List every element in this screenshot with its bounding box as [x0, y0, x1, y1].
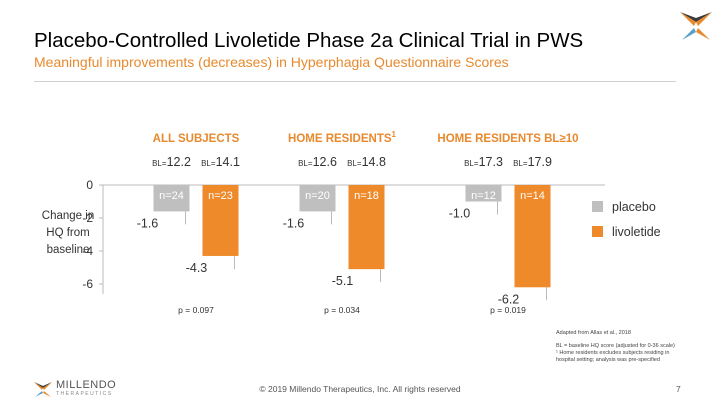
y-axis-label: HQ from: [46, 227, 89, 239]
brand-name: MILLENDO: [56, 379, 117, 391]
legend-swatch-livoletide: [592, 226, 603, 237]
bl-livoletide-label: BL=14.8: [347, 155, 386, 169]
y-tick-label: -4: [82, 244, 93, 258]
bl-value: 14.1: [216, 155, 240, 169]
bl-prefix: BL=: [298, 159, 313, 168]
slide-subtitle: Meaningful improvements (decreases) in H…: [34, 54, 509, 70]
livoletide-value-label: -5.1: [332, 274, 354, 288]
bl-placebo-label: BL=12.6: [298, 155, 337, 169]
bl-placebo-label: BL=17.3: [464, 155, 503, 169]
bl-value: 14.8: [362, 155, 386, 169]
group-title: HOME RESIDENTS BL≥10: [437, 133, 578, 145]
footnote-source: Adapted from Allas et al., 2018: [556, 330, 631, 336]
placebo-value-label: -1.6: [137, 216, 159, 230]
bl-value: 17.3: [479, 155, 503, 169]
copyright: © 2019 Millendo Therapeutics, Inc. All r…: [259, 384, 461, 394]
bl-prefix: BL=: [513, 159, 528, 168]
footnote-home-2: hospital setting; analysis was pre-speci…: [556, 357, 660, 363]
bl-livoletide-label: BL=17.9: [513, 155, 552, 169]
placebo-bar: [465, 185, 502, 202]
placebo-bar: [153, 185, 190, 212]
bl-livoletide-label: BL=14.1: [201, 155, 240, 169]
bl-prefix: BL=: [347, 159, 362, 168]
millendo-logo-icon: [680, 12, 712, 40]
placebo-value-label: -1.0: [449, 207, 471, 221]
placebo-bar: [299, 185, 336, 212]
livoletide-n-label: n=14: [520, 190, 545, 202]
footnote-bl: BL = baseline HQ score (adjusted for 0-3…: [556, 343, 675, 349]
p-value-label: p = 0.019: [490, 305, 526, 315]
bl-prefix: BL=: [152, 159, 167, 168]
placebo-n-label: n=12: [471, 190, 496, 202]
livoletide-bar: [348, 185, 385, 270]
bl-value: 12.2: [167, 155, 191, 169]
placebo-n-label: n=20: [305, 190, 330, 202]
legend-swatch-placebo: [592, 201, 603, 212]
footnote-home-1: ¹ Home residents excludes subjects resid…: [556, 350, 670, 356]
p-value-label: p = 0.034: [324, 305, 360, 315]
page-number: 7: [676, 384, 681, 394]
bl-prefix: BL=: [464, 159, 479, 168]
placebo-n-label: n=24: [159, 190, 184, 202]
y-axis-label: baseline: [47, 244, 90, 256]
livoletide-bar: [514, 185, 551, 288]
livoletide-n-label: n=18: [354, 190, 379, 202]
bl-placebo-label: BL=12.2: [152, 155, 191, 169]
placebo-value-label: -1.6: [283, 216, 305, 230]
y-axis-label: Change in: [42, 210, 94, 222]
y-tick-label: -6: [82, 277, 93, 291]
livoletide-value-label: -4.3: [186, 261, 208, 275]
bl-prefix: BL=: [201, 159, 216, 168]
legend-label-livoletide: livoletide: [612, 225, 661, 239]
livoletide-value-label: -6.2: [498, 292, 520, 306]
group-title-superscript: 1: [392, 130, 397, 139]
livoletide-bar: [202, 185, 239, 256]
p-value-label: p = 0.097: [178, 305, 214, 315]
group-title: ALL SUBJECTS: [153, 133, 240, 145]
bl-value: 17.9: [528, 155, 552, 169]
bl-value: 12.6: [313, 155, 337, 169]
livoletide-n-label: n=23: [208, 190, 233, 202]
y-tick-label: -2: [82, 211, 93, 225]
legend-label-placebo: placebo: [612, 200, 656, 214]
brand-subname: THERAPEUTICS: [56, 391, 113, 397]
y-tick-label: 0: [86, 178, 93, 192]
group-title: HOME RESIDENTS1: [288, 130, 397, 145]
slide-title: Placebo-Controlled Livoletide Phase 2a C…: [34, 29, 584, 52]
brand-logo-icon: [34, 382, 52, 397]
title-divider: [34, 81, 676, 82]
